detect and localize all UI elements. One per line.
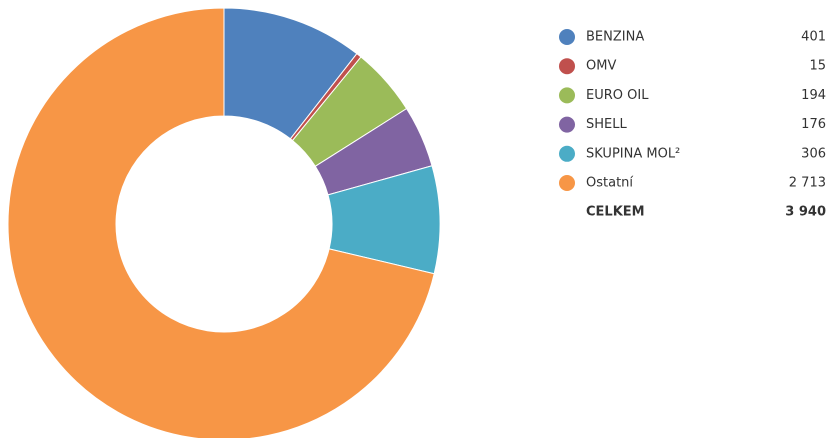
legend-swatch <box>559 29 575 45</box>
legend-label: EURO OIL <box>586 88 649 103</box>
legend-value: 15 <box>809 59 826 74</box>
legend-label: SKUPINA MOL² <box>586 146 680 161</box>
legend-swatch <box>559 116 575 133</box>
legend-label: SHELL <box>586 117 627 132</box>
total-value: 3 940 <box>785 205 826 220</box>
legend-swatch <box>559 175 575 191</box>
legend-label: BENZINA <box>586 30 644 45</box>
slice <box>7 7 435 438</box>
legend-swatch <box>559 145 575 162</box>
legend-value: 401 <box>801 30 826 45</box>
total-label: CELKEM <box>586 205 645 220</box>
legend-swatch <box>559 87 575 104</box>
legend-value: 194 <box>801 88 826 103</box>
legend-value: 306 <box>801 146 826 161</box>
legend-value: 176 <box>801 117 826 132</box>
legend-label: OMV <box>586 59 616 74</box>
legend-value: 2 713 <box>789 176 826 191</box>
legend-swatch <box>559 58 575 75</box>
legend-label: Ostatní <box>586 176 633 191</box>
